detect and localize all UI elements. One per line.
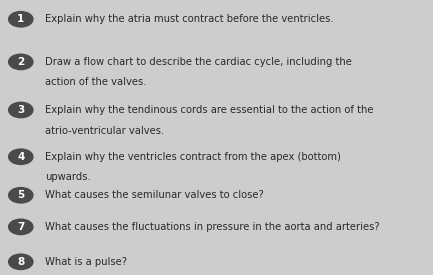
Text: Explain why the ventricles contract from the apex (bottom): Explain why the ventricles contract from… [45,152,341,162]
Circle shape [9,149,33,164]
Text: What causes the semilunar valves to close?: What causes the semilunar valves to clos… [45,190,264,200]
Circle shape [9,54,33,70]
Text: 1: 1 [17,14,24,24]
Text: 4: 4 [17,152,25,162]
Text: 3: 3 [17,105,24,115]
Circle shape [9,219,33,235]
Text: Explain why the atria must contract before the ventricles.: Explain why the atria must contract befo… [45,14,334,24]
Text: upwards.: upwards. [45,172,91,182]
Text: What is a pulse?: What is a pulse? [45,257,127,267]
Text: 8: 8 [17,257,24,267]
Text: 2: 2 [17,57,24,67]
Text: What causes the fluctuations in pressure in the aorta and arteries?: What causes the fluctuations in pressure… [45,222,380,232]
Text: 5: 5 [17,190,24,200]
Text: Explain why the tendinous cords are essential to the action of the: Explain why the tendinous cords are esse… [45,105,374,115]
Circle shape [9,188,33,203]
Circle shape [9,254,33,270]
Text: action of the valves.: action of the valves. [45,78,147,87]
Text: Draw a flow chart to describe the cardiac cycle, including the: Draw a flow chart to describe the cardia… [45,57,352,67]
Text: 7: 7 [17,222,25,232]
Text: atrio-ventricular valves.: atrio-ventricular valves. [45,126,165,136]
Circle shape [9,12,33,27]
Circle shape [9,102,33,118]
